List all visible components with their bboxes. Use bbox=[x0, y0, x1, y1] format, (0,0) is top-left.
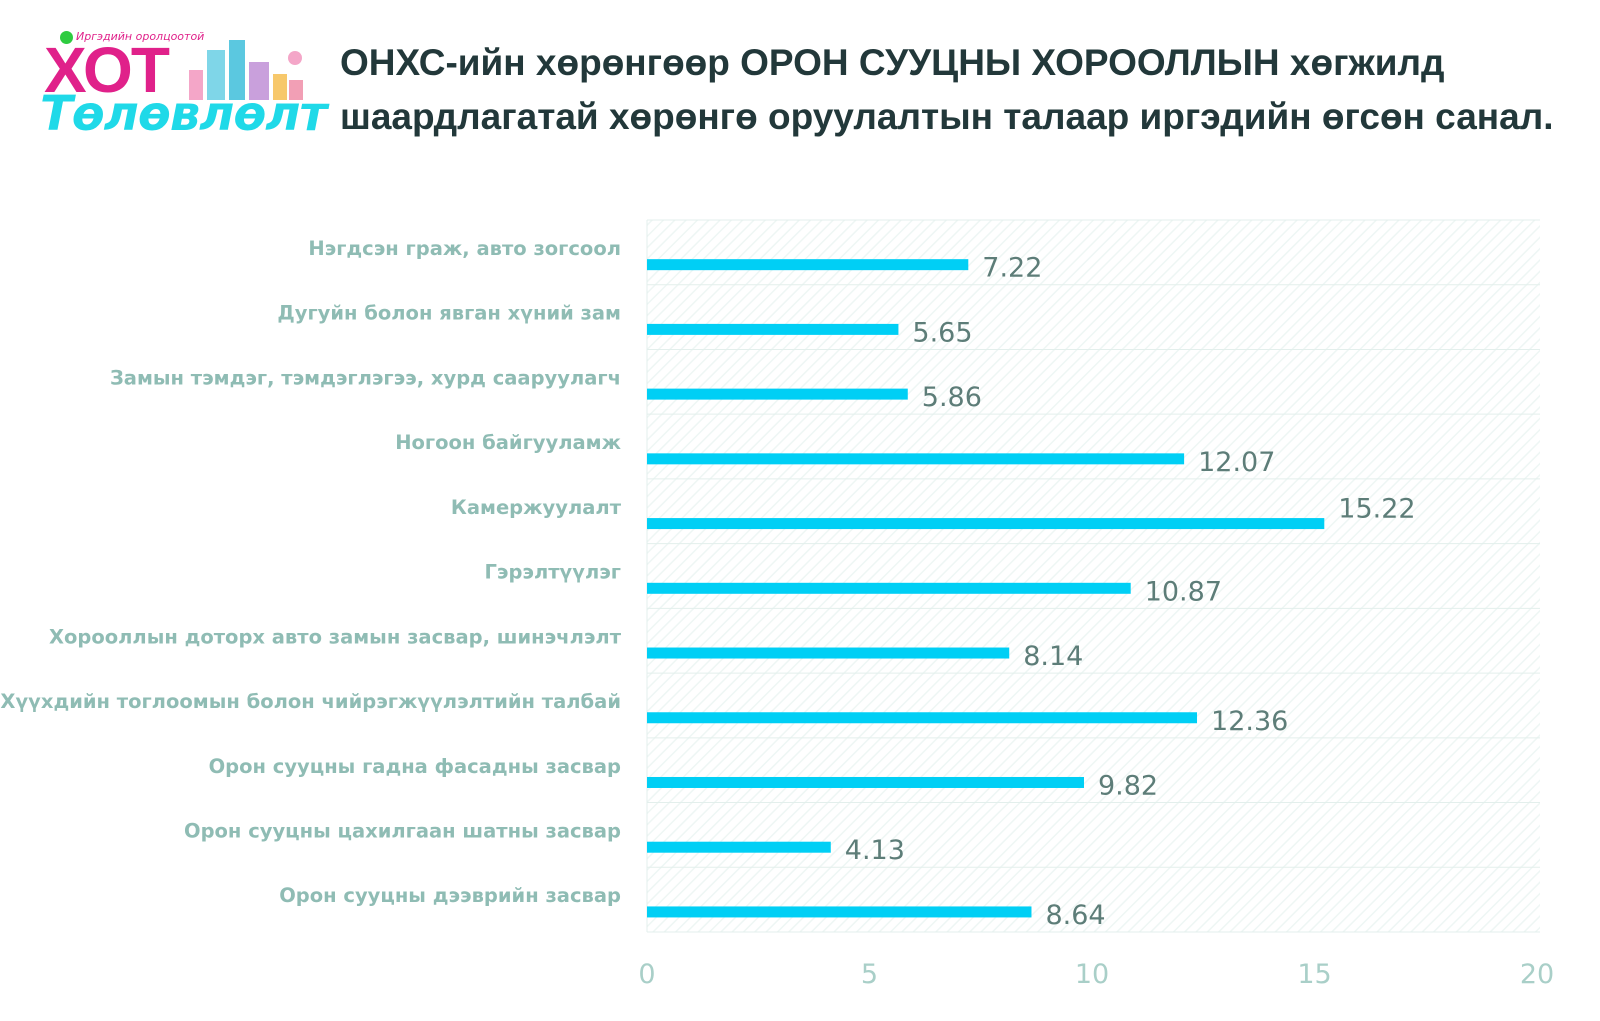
page-title-line-1: ОНХС-ийн хөрөнгөөр ОРОН СУУЦНЫ ХОРООЛЛЫН… bbox=[340, 42, 1445, 83]
plot-area-background bbox=[647, 220, 1540, 932]
value-label: 10.87 bbox=[1145, 576, 1222, 607]
logo-dot-icon bbox=[60, 31, 73, 44]
x-tick-label: 10 bbox=[1075, 959, 1109, 990]
x-tick-label: 5 bbox=[861, 959, 878, 990]
category-label: Нэгдсэн граж, авто зогсоол bbox=[308, 237, 621, 260]
category-label: Гэрэлтүүлэг bbox=[484, 561, 621, 584]
category-label: Хүүхдийн тоглоомын болон чийрэгжүүлэлтий… bbox=[0, 690, 621, 713]
bar bbox=[647, 906, 1032, 918]
value-label: 9.82 bbox=[1098, 770, 1158, 801]
value-label: 7.22 bbox=[982, 253, 1042, 284]
bar bbox=[647, 388, 908, 400]
bar bbox=[647, 453, 1185, 465]
bar bbox=[647, 518, 1325, 530]
page-title: ОНХС-ийн хөрөнгөөр ОРОН СУУЦНЫ ХОРООЛЛЫН… bbox=[340, 36, 1570, 144]
bar bbox=[647, 712, 1198, 724]
bar bbox=[647, 647, 1010, 659]
logo-word-city: ХОТ bbox=[44, 34, 170, 106]
bar bbox=[647, 841, 831, 853]
value-label: 12.07 bbox=[1198, 447, 1275, 478]
bar bbox=[647, 776, 1084, 788]
category-label: Хорооллын доторх авто замын засвар, шинэ… bbox=[49, 625, 622, 648]
category-label: Орон сууцны цахилгаан шатны засвар bbox=[184, 819, 621, 842]
bar bbox=[647, 323, 899, 335]
value-label: 5.86 bbox=[922, 382, 982, 413]
category-label: Замын тэмдэг, тэмдэглэгээ, хурд сааруула… bbox=[110, 366, 621, 389]
category-label: Ногоон байгууламж bbox=[395, 431, 621, 454]
page-title-line-2: шаардлагатай хөрөнгө оруулалтын талаар и… bbox=[340, 96, 1554, 137]
bar bbox=[647, 259, 969, 271]
bar bbox=[647, 582, 1131, 594]
logo-tagline: Иргэдийн оролцоотой bbox=[76, 30, 205, 43]
value-label: 8.14 bbox=[1023, 641, 1083, 672]
value-label: 12.36 bbox=[1211, 706, 1288, 737]
value-label: 8.64 bbox=[1045, 900, 1105, 931]
value-label: 4.13 bbox=[845, 835, 905, 866]
x-tick-label: 0 bbox=[638, 959, 655, 990]
x-tick-label: 15 bbox=[1297, 959, 1331, 990]
category-label: Орон сууцны дээврийн засвар bbox=[279, 884, 621, 907]
city-skyline-icon bbox=[189, 40, 303, 100]
logo-word-planning: Төлөвлөлт bbox=[40, 86, 327, 142]
category-label: Дугуйн болон явган хүний зам bbox=[277, 302, 621, 325]
value-label: 15.22 bbox=[1338, 494, 1415, 525]
category-label: Орон сууцны гадна фасадны засвар bbox=[209, 755, 621, 778]
category-label: Камержуулалт bbox=[451, 496, 622, 519]
logo: Иргэдийн оролцоотой ХОТ Төлөвлөлт bbox=[40, 28, 327, 142]
x-tick-label: 20 bbox=[1520, 959, 1554, 990]
value-label: 5.65 bbox=[912, 317, 972, 348]
